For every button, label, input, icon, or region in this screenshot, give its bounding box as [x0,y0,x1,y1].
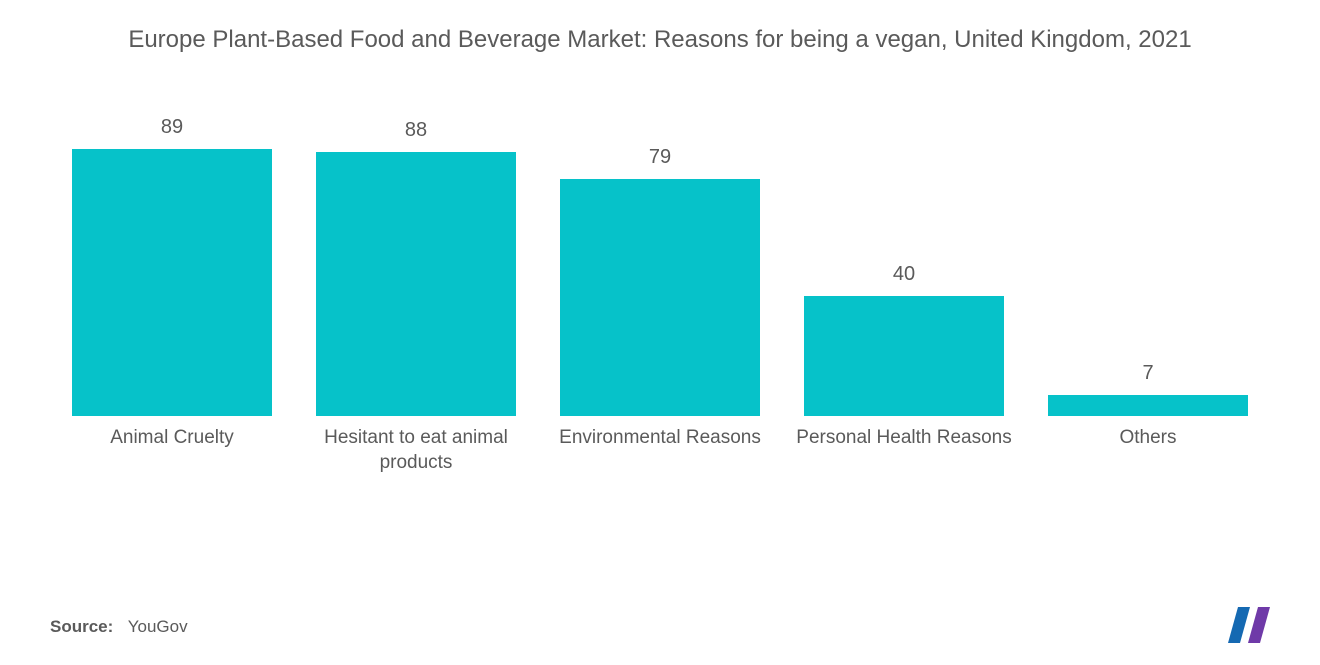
x-axis-label: Others [1026,426,1270,475]
bars-row: 89 88 79 40 7 [50,116,1270,416]
x-axis-label: Personal Health Reasons [782,426,1026,475]
bar [72,149,272,416]
bar-value-label: 79 [649,146,671,169]
bar-value-label: 40 [893,263,915,286]
bar-value-label: 88 [405,119,427,142]
bar-column: 79 [538,116,782,416]
source-attribution: Source: YouGov [50,617,188,637]
source-value: YouGov [128,617,188,636]
source-label: Source: [50,617,113,636]
bar-column: 88 [294,116,538,416]
chart-title: Europe Plant-Based Food and Beverage Mar… [120,18,1200,56]
bar [560,179,760,416]
x-axis-labels: Animal CrueltyHesitant to eat animal pro… [50,426,1270,475]
bar-value-label: 89 [161,116,183,139]
brand-logo [1224,607,1280,643]
bar-column: 7 [1026,116,1270,416]
chart-plot-area: 89 88 79 40 7 Animal CrueltyHesitant to eat … [50,116,1270,476]
bar [1048,395,1248,416]
bar-column: 89 [50,116,294,416]
x-axis-label: Hesitant to eat animal products [294,426,538,475]
x-axis-label: Environmental Reasons [538,426,782,475]
bar-value-label: 7 [1142,362,1153,385]
chart-container: Europe Plant-Based Food and Beverage Mar… [0,0,1320,665]
bar [316,152,516,416]
bar-column: 40 [782,116,1026,416]
bar [804,296,1004,416]
x-axis-label: Animal Cruelty [50,426,294,475]
